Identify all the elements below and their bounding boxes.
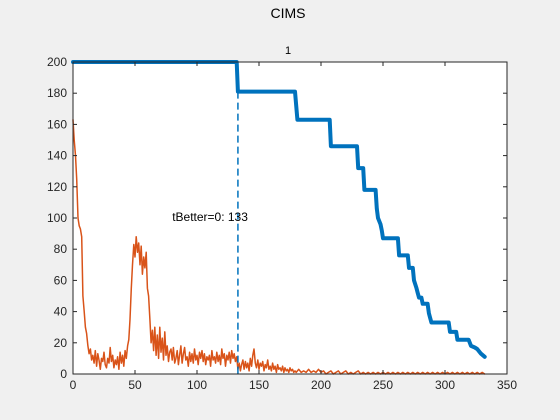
x-tick-label: 50 bbox=[128, 378, 142, 392]
x-tick-label: 150 bbox=[249, 378, 269, 392]
y-tick-label: 140 bbox=[47, 149, 67, 163]
y-tick-label: 120 bbox=[47, 180, 67, 194]
x-tick-label: 100 bbox=[187, 378, 207, 392]
y-tick-label: 160 bbox=[47, 117, 67, 131]
x-tick-label: 350 bbox=[497, 378, 517, 392]
plot-area bbox=[73, 62, 507, 374]
series-layer bbox=[71, 60, 487, 375]
series-line-1 bbox=[72, 118, 486, 375]
y-tick-label: 100 bbox=[47, 211, 67, 225]
x-tick-label: 200 bbox=[311, 378, 331, 392]
y-tick-label: 20 bbox=[54, 336, 68, 350]
figure-title: CIMS bbox=[271, 5, 306, 21]
x-tick-label: 300 bbox=[435, 378, 455, 392]
annotation-layer: tBetter=0: 133 bbox=[172, 210, 248, 224]
y-tick-label: 80 bbox=[54, 242, 68, 256]
y-tick-label: 40 bbox=[54, 305, 68, 319]
y-tick-label: 60 bbox=[54, 273, 68, 287]
axes-layer: 0 50 100 150 200 250 300 350 0 20 40 60 80 100 120 140 1… bbox=[47, 55, 517, 392]
series-line-0 bbox=[71, 60, 487, 359]
axes-title: 1 bbox=[285, 45, 291, 57]
y-tick-label: 200 bbox=[47, 55, 67, 69]
x-tick-label: 0 bbox=[70, 378, 77, 392]
x-tick-label: 250 bbox=[373, 378, 393, 392]
y-tick-label: 180 bbox=[47, 86, 67, 100]
annotation-label: tBetter=0: 133 bbox=[172, 210, 248, 224]
y-tick-label: 0 bbox=[60, 367, 67, 381]
